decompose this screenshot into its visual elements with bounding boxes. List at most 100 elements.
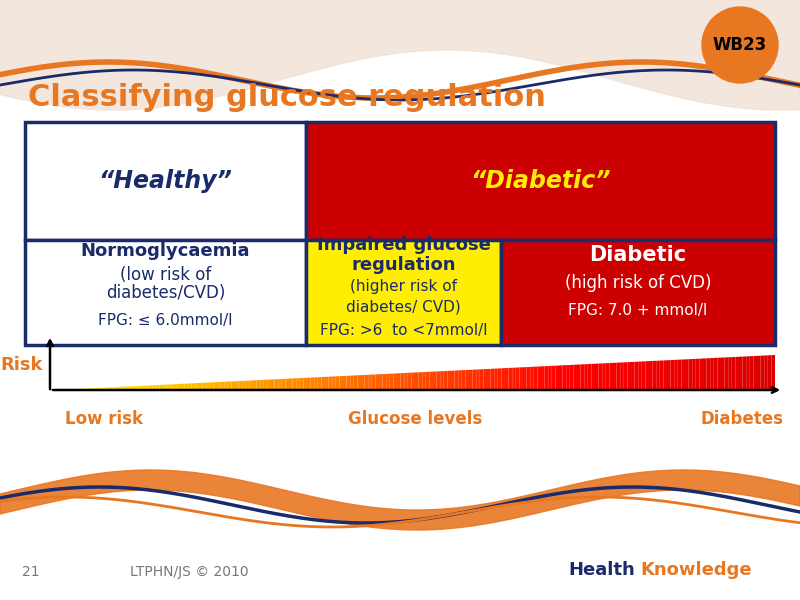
Polygon shape xyxy=(728,357,732,390)
Polygon shape xyxy=(516,367,519,390)
Polygon shape xyxy=(512,368,516,390)
Text: diabetes/CVD): diabetes/CVD) xyxy=(106,284,226,302)
Polygon shape xyxy=(329,377,332,390)
Polygon shape xyxy=(70,389,73,390)
Polygon shape xyxy=(84,388,87,390)
Circle shape xyxy=(702,7,778,83)
Polygon shape xyxy=(562,365,566,390)
Polygon shape xyxy=(634,362,638,390)
Polygon shape xyxy=(87,388,91,390)
Polygon shape xyxy=(444,371,447,390)
Bar xyxy=(306,240,502,345)
Polygon shape xyxy=(231,381,235,390)
Polygon shape xyxy=(742,356,746,390)
Bar xyxy=(306,122,775,240)
Polygon shape xyxy=(159,385,163,390)
Polygon shape xyxy=(116,387,120,390)
Polygon shape xyxy=(80,389,84,390)
Polygon shape xyxy=(574,365,577,390)
Bar xyxy=(502,240,775,345)
Polygon shape xyxy=(238,381,242,390)
Polygon shape xyxy=(498,368,502,390)
Polygon shape xyxy=(250,380,253,390)
Polygon shape xyxy=(706,358,710,390)
Polygon shape xyxy=(577,364,581,390)
Polygon shape xyxy=(430,371,433,390)
Polygon shape xyxy=(682,359,685,390)
Polygon shape xyxy=(502,368,505,390)
Polygon shape xyxy=(163,385,166,390)
Bar xyxy=(25,240,306,345)
Polygon shape xyxy=(649,361,653,390)
Polygon shape xyxy=(271,379,274,390)
Text: regulation: regulation xyxy=(351,256,456,274)
Polygon shape xyxy=(473,370,476,390)
Polygon shape xyxy=(228,382,231,390)
Polygon shape xyxy=(170,384,174,390)
Polygon shape xyxy=(404,373,408,390)
Polygon shape xyxy=(257,380,260,390)
Polygon shape xyxy=(696,359,699,390)
Polygon shape xyxy=(642,361,646,390)
Polygon shape xyxy=(260,380,264,390)
Polygon shape xyxy=(422,372,426,390)
Text: diabetes/ CVD): diabetes/ CVD) xyxy=(346,299,461,314)
Polygon shape xyxy=(372,374,375,390)
Polygon shape xyxy=(134,386,138,390)
Polygon shape xyxy=(318,377,322,390)
Text: (high risk of CVD): (high risk of CVD) xyxy=(565,274,711,292)
Polygon shape xyxy=(617,362,620,390)
Text: FPG: >6  to <7mmol/l: FPG: >6 to <7mmol/l xyxy=(320,323,487,338)
Polygon shape xyxy=(300,378,303,390)
Polygon shape xyxy=(591,364,595,390)
Polygon shape xyxy=(761,356,764,390)
Polygon shape xyxy=(289,379,293,390)
Polygon shape xyxy=(739,356,742,390)
Polygon shape xyxy=(606,363,610,390)
Polygon shape xyxy=(559,365,562,390)
Text: LTPHN/JS © 2010: LTPHN/JS © 2010 xyxy=(130,565,249,579)
Polygon shape xyxy=(386,374,390,390)
Polygon shape xyxy=(307,377,310,390)
Polygon shape xyxy=(476,370,480,390)
Polygon shape xyxy=(447,371,451,390)
Polygon shape xyxy=(570,365,574,390)
Polygon shape xyxy=(185,383,188,390)
Polygon shape xyxy=(764,355,768,390)
Polygon shape xyxy=(181,384,185,390)
Polygon shape xyxy=(206,382,210,390)
Polygon shape xyxy=(394,373,397,390)
Polygon shape xyxy=(523,367,526,390)
Polygon shape xyxy=(595,364,598,390)
Polygon shape xyxy=(375,374,379,390)
Polygon shape xyxy=(346,376,350,390)
Polygon shape xyxy=(462,370,466,390)
Polygon shape xyxy=(278,379,282,390)
Polygon shape xyxy=(66,389,70,390)
Polygon shape xyxy=(293,378,296,390)
Polygon shape xyxy=(214,382,217,390)
Polygon shape xyxy=(466,370,469,390)
Polygon shape xyxy=(142,386,145,390)
Polygon shape xyxy=(145,385,149,390)
Text: Diabetes: Diabetes xyxy=(700,410,783,428)
Polygon shape xyxy=(653,361,656,390)
Polygon shape xyxy=(310,377,314,390)
Polygon shape xyxy=(123,386,127,390)
Polygon shape xyxy=(757,356,761,390)
Text: FPG: ≤ 6.0mmol/l: FPG: ≤ 6.0mmol/l xyxy=(98,313,233,328)
Polygon shape xyxy=(77,389,80,390)
Polygon shape xyxy=(130,386,134,390)
Polygon shape xyxy=(721,358,725,390)
Polygon shape xyxy=(674,360,678,390)
Text: Normoglycaemia: Normoglycaemia xyxy=(81,242,250,260)
Text: WB23: WB23 xyxy=(713,36,767,54)
Polygon shape xyxy=(483,369,487,390)
Polygon shape xyxy=(242,381,246,390)
Polygon shape xyxy=(195,383,199,390)
Polygon shape xyxy=(487,369,490,390)
Polygon shape xyxy=(94,388,98,390)
Polygon shape xyxy=(426,372,430,390)
Polygon shape xyxy=(624,362,627,390)
Polygon shape xyxy=(602,363,606,390)
